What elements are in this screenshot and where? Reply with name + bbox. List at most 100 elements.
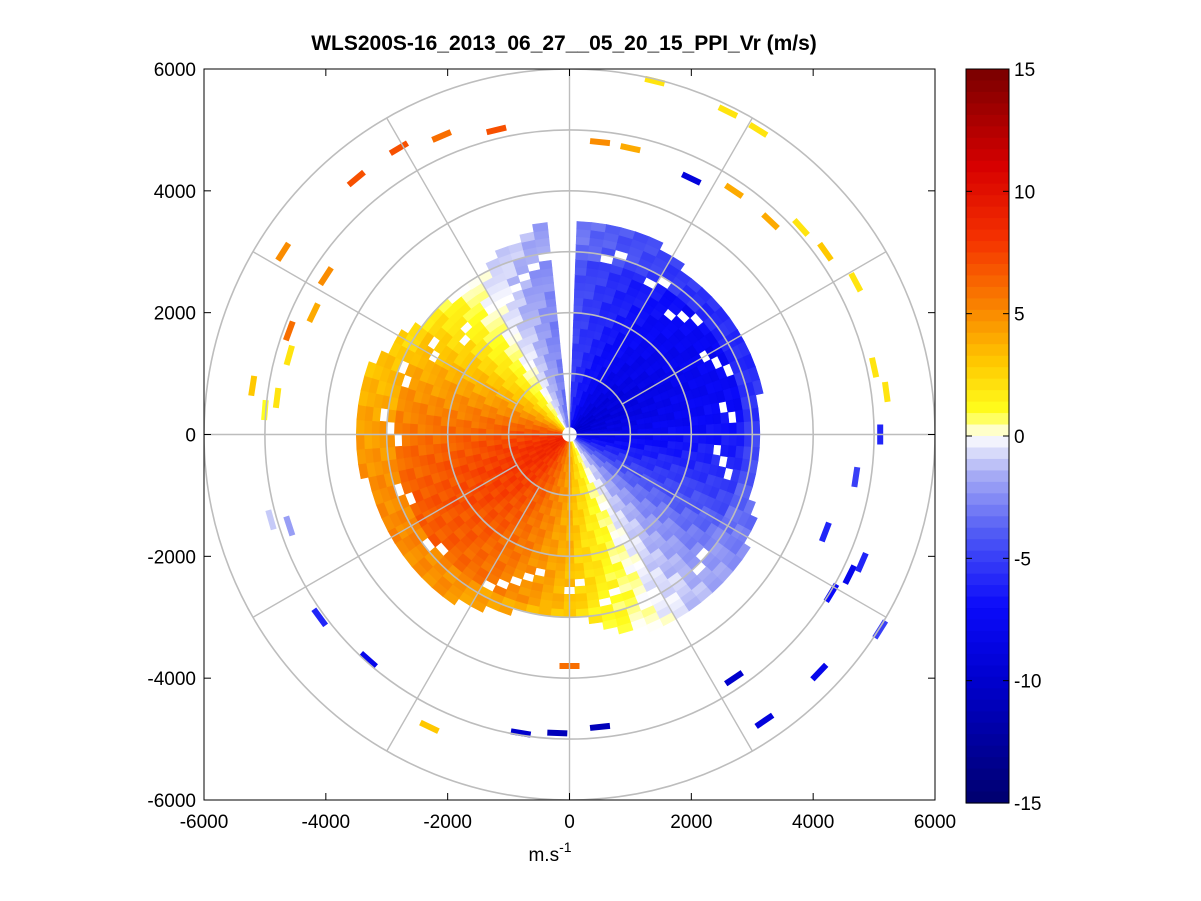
chart-title: WLS200S-16_2013_06_27__05_20_15_PPI_Vr (…	[311, 32, 817, 55]
field-cell	[697, 415, 707, 426]
sparse-return	[275, 241, 292, 262]
colorbar-swatch	[966, 458, 1009, 472]
colorbar-swatch	[966, 241, 1009, 254]
y-tick-label: 4000	[154, 182, 196, 203]
field-cell	[721, 434, 730, 447]
field-cell	[375, 350, 389, 368]
field-cell	[552, 585, 565, 595]
sparse-return	[748, 122, 769, 138]
azimuth-spoke	[621, 251, 887, 405]
colorbar-swatch	[966, 126, 1009, 139]
colorbar-swatch	[966, 69, 1009, 82]
field-cell	[637, 423, 646, 431]
colorbar-swatch	[966, 413, 1009, 426]
field-cell	[574, 600, 589, 610]
colorbar-swatch	[966, 653, 1009, 666]
field-cell	[454, 426, 464, 435]
field-cell	[712, 412, 722, 425]
sparse-return	[346, 169, 366, 188]
field-cell	[637, 428, 646, 435]
sparse-return	[881, 381, 891, 403]
colorbar-swatch	[966, 470, 1009, 483]
field-cell	[667, 426, 677, 435]
field-cell	[645, 428, 654, 435]
field-cell	[574, 585, 587, 595]
azimuth-spoke	[252, 251, 518, 405]
sparse-return	[810, 662, 829, 682]
sparse-return	[842, 564, 857, 585]
colorbar-swatch	[966, 665, 1009, 678]
field-cell	[710, 454, 721, 467]
field-cell	[728, 422, 738, 435]
field-cell	[549, 320, 559, 330]
field-cell	[417, 412, 427, 425]
sparse-return	[819, 521, 832, 543]
field-cell	[355, 434, 365, 450]
field-cell	[577, 509, 585, 519]
field-cell	[424, 424, 434, 435]
colorbar-swatch	[966, 596, 1009, 609]
colorbar-swatch	[966, 688, 1009, 701]
colorbar-swatch	[966, 493, 1009, 506]
field-cell	[719, 444, 730, 458]
field-cell	[573, 289, 585, 299]
field-cell	[743, 421, 753, 435]
field-cell	[371, 420, 380, 435]
colorbar-tick-label: 5	[1014, 305, 1025, 326]
sparse-return	[869, 357, 880, 378]
field-cell	[574, 281, 586, 291]
x-axis-label: m.s-1	[528, 839, 571, 866]
field-cell	[705, 434, 715, 445]
field-cell	[558, 532, 567, 542]
sparse-return	[717, 104, 739, 119]
field-cell	[713, 423, 723, 435]
x-tick-label: 0	[564, 812, 575, 833]
sparse-return	[306, 302, 321, 324]
colorbar-swatch	[966, 745, 1009, 758]
sparse-return	[855, 552, 869, 573]
field-cell	[559, 517, 567, 527]
field-cell	[577, 516, 586, 526]
colorbar-swatch	[966, 332, 1009, 345]
field-cell	[617, 622, 634, 635]
field-cell	[485, 434, 494, 441]
velocity-field	[248, 75, 891, 738]
field-cell	[719, 411, 730, 425]
field-cell	[675, 434, 685, 443]
colorbar-swatch	[966, 722, 1009, 735]
sparse-return	[359, 651, 378, 669]
field-cell	[710, 402, 721, 415]
colorbar-swatch	[966, 619, 1009, 632]
field-cell	[364, 361, 377, 379]
sparse-return	[792, 217, 810, 237]
field-cell	[470, 434, 479, 442]
x-axis: -6000 -4000 -2000 0 2000 4000 6000	[180, 69, 956, 833]
field-cell	[571, 509, 579, 519]
colorbar-swatch	[966, 550, 1009, 563]
colorbar-swatch	[966, 608, 1009, 621]
field-cell	[455, 418, 465, 428]
field-cell	[629, 429, 639, 435]
colorbar-swatch	[966, 229, 1009, 242]
field-cell	[553, 343, 562, 353]
sparse-return	[754, 712, 775, 729]
colorbar-tick-label: -10	[1014, 672, 1041, 693]
colorbar-swatch	[966, 103, 1009, 116]
y-tick-label: 6000	[154, 60, 196, 81]
field-cell	[652, 427, 662, 435]
y-tick-label: -6000	[147, 791, 196, 812]
field-cell	[683, 425, 692, 435]
field-cell	[554, 350, 562, 360]
sparse-return	[283, 515, 296, 537]
colorbar-swatch	[966, 252, 1009, 265]
field-cell	[659, 420, 669, 429]
colorbar-swatch	[966, 585, 1009, 598]
sparse-return	[431, 129, 452, 143]
colorbar-swatch	[966, 160, 1009, 173]
colorbar-swatch	[966, 424, 1009, 437]
y-tick-label: -4000	[147, 669, 196, 690]
field-cell	[424, 443, 435, 455]
field-cell	[462, 419, 472, 428]
